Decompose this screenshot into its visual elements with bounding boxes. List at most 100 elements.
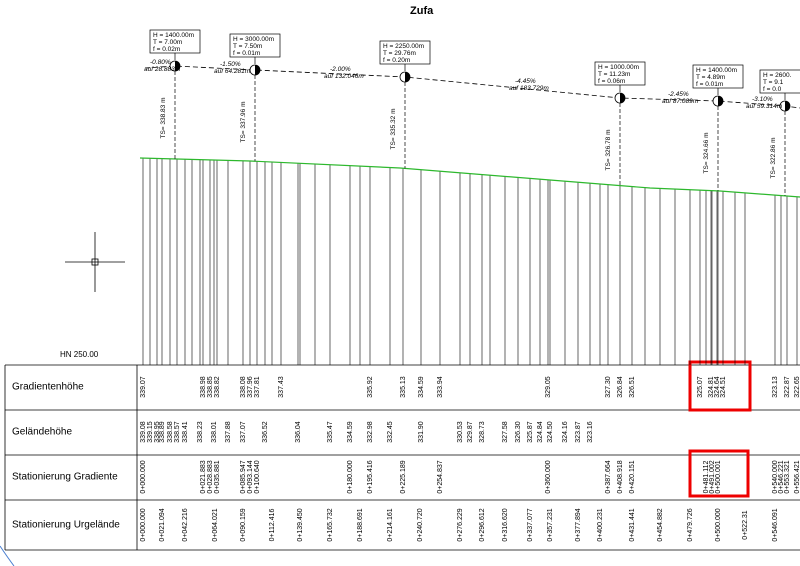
cell-value: 338.98 bbox=[200, 376, 207, 398]
ts-label: TS= 338.83 m bbox=[160, 97, 167, 138]
curve-param: H = 2600. bbox=[763, 72, 792, 79]
highlight bbox=[688, 360, 752, 412]
slope-grade: -4.45% bbox=[515, 78, 536, 85]
cell-value: 0+254.837 bbox=[437, 460, 444, 493]
cell-value: 0+546.091 bbox=[772, 508, 779, 541]
cell-value: 0+214.161 bbox=[387, 508, 394, 541]
terrain-line bbox=[139, 157, 800, 198]
cell-value: 0+540.000 bbox=[772, 460, 779, 493]
cell-value: 338.57 bbox=[174, 421, 181, 443]
cell-value: 337.43 bbox=[278, 376, 285, 398]
cell-value: 0+035.881 bbox=[214, 460, 221, 493]
slope-grade: -3.10% bbox=[752, 96, 773, 103]
curve-param: T = 7.00m bbox=[153, 39, 182, 46]
curve-param: f = 0.01m bbox=[233, 50, 260, 57]
cell-value: 326.30 bbox=[515, 421, 522, 443]
cell-value: 0+085.947 bbox=[240, 460, 247, 493]
slope-length: auf 132.046m bbox=[324, 73, 364, 80]
curve-param: T = 11.23m bbox=[598, 71, 630, 78]
cell-value: 337.81 bbox=[254, 376, 261, 398]
cell-value: 0+522.31 bbox=[742, 510, 749, 539]
curve-param: T = 29.76m bbox=[383, 50, 416, 57]
row-label: Geländehöhe bbox=[12, 427, 72, 438]
cell-value: 335.47 bbox=[327, 421, 334, 443]
cell-value: 326.84 bbox=[617, 376, 624, 398]
cell-value: 0+420.151 bbox=[629, 460, 636, 493]
cell-value: 0+100.640 bbox=[254, 460, 261, 493]
cell-value: 328.73 bbox=[479, 421, 486, 443]
slope-length: auf 87.089m bbox=[662, 98, 699, 105]
cell-value: 322.87 bbox=[784, 376, 791, 398]
cell-value: 338.58 bbox=[167, 421, 174, 443]
curve-param: T = 7.50m bbox=[233, 43, 262, 50]
curve-param: H = 1000.00m bbox=[598, 64, 639, 71]
cell-value: 0+276.229 bbox=[457, 508, 464, 541]
cell-value: 0+195.416 bbox=[367, 460, 374, 493]
cell-value: 324.81 bbox=[708, 376, 715, 398]
cell-value: 327.30 bbox=[605, 376, 612, 398]
slope-length: auf 64.281m bbox=[214, 68, 251, 75]
cell-value: 0+479.726 bbox=[687, 508, 694, 541]
curve-symbol-fill bbox=[405, 72, 410, 82]
curve-param: H = 3000.00m bbox=[233, 36, 274, 43]
title: Zufa bbox=[410, 5, 434, 17]
cell-value: 329.87 bbox=[467, 421, 474, 443]
cell-value: 0+316.620 bbox=[502, 508, 509, 541]
cell-value: 327.58 bbox=[502, 421, 509, 443]
slope-grade: -1.50% bbox=[220, 61, 241, 68]
crosshair-box bbox=[91, 258, 99, 266]
ts-label: TS= 322.86 m bbox=[770, 137, 777, 178]
cell-value: 0+093.144 bbox=[247, 460, 254, 493]
cell-value: 338.08 bbox=[240, 376, 247, 398]
cell-value: 0+090.159 bbox=[240, 508, 247, 541]
curve-symbol-fill bbox=[620, 93, 625, 103]
cell-value: 0+240.720 bbox=[417, 508, 424, 541]
cell-value: 0+188.691 bbox=[357, 508, 364, 541]
curve-param: f = 0.06m bbox=[598, 78, 625, 85]
cell-value: 337.96 bbox=[247, 376, 254, 398]
curve-param: f = 0.20m bbox=[383, 57, 410, 64]
cell-value: 339.15 bbox=[147, 421, 154, 443]
cell-value: 337.07 bbox=[240, 421, 247, 443]
cell-value: 333.94 bbox=[437, 376, 444, 398]
ts-label: TS= 335.32 m bbox=[390, 108, 397, 149]
curve-param: f = 0.01m bbox=[696, 81, 723, 88]
cell-value: 0+000.000 bbox=[140, 508, 147, 541]
cell-value: 336.04 bbox=[295, 421, 302, 443]
cell-value: 0+357.231 bbox=[547, 508, 554, 541]
cell-value: 339.07 bbox=[140, 376, 147, 398]
cell-value: 0+387.664 bbox=[605, 460, 612, 493]
cell-value: 324.51 bbox=[720, 376, 727, 398]
cell-value: 323.16 bbox=[587, 421, 594, 443]
cell-value: 0+400.231 bbox=[597, 508, 604, 541]
cell-value: 0+546.221 bbox=[778, 460, 785, 493]
cell-value: 338.82 bbox=[214, 376, 221, 398]
cell-value: 336.52 bbox=[262, 421, 269, 443]
ts-label: TS= 324.66 m bbox=[703, 132, 710, 173]
cell-value: 0+408.918 bbox=[617, 460, 624, 493]
cell-value: 338.01 bbox=[211, 421, 218, 443]
slope-length: auf 59.314m bbox=[746, 103, 783, 110]
cell-value: 0+500.000 bbox=[715, 508, 722, 541]
curve-symbol-fill bbox=[785, 101, 790, 111]
ts-label: TS= 326.78 m bbox=[605, 129, 612, 170]
row-label: Gradientenhöhe bbox=[12, 382, 84, 393]
cell-value: 0+112.416 bbox=[269, 509, 276, 542]
cell-value: 338.23 bbox=[197, 421, 204, 443]
curve-param: T = 4.89m bbox=[696, 74, 725, 81]
cell-value: 324.84 bbox=[537, 421, 544, 443]
edge-arc bbox=[0, 545, 15, 566]
cell-value: 329.05 bbox=[545, 376, 552, 398]
curve-symbol-fill bbox=[255, 65, 260, 75]
curve-param: H = 1400.00m bbox=[153, 32, 194, 39]
highlight bbox=[688, 449, 750, 498]
cell-value: 0+165.732 bbox=[327, 508, 334, 541]
curve-param: f = 0.0 bbox=[763, 86, 782, 93]
cell-value: 0+360.000 bbox=[545, 460, 552, 493]
cell-value: 324.50 bbox=[547, 421, 554, 443]
cell-value: 338.95 bbox=[154, 421, 161, 443]
table-grid bbox=[4, 364, 800, 551]
cell-value: 337.88 bbox=[225, 421, 232, 443]
cell-value: 323.13 bbox=[772, 376, 779, 398]
